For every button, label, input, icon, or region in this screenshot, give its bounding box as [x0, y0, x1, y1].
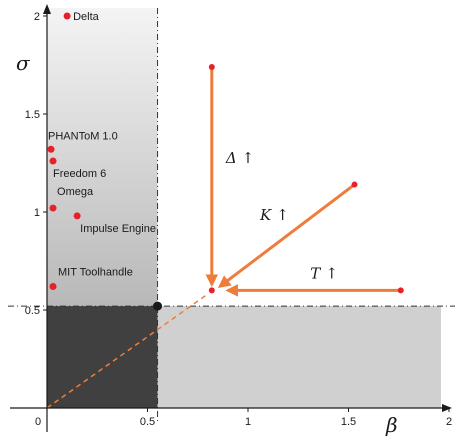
arrow-label: T ↑ — [310, 265, 338, 283]
design-point — [208, 287, 215, 294]
device-label: Freedom 6 — [53, 168, 106, 180]
arrow-start-point — [208, 63, 215, 70]
arrow-start-point — [351, 181, 358, 188]
trend-arrow — [217, 183, 356, 289]
arrow-label: K ↑ — [259, 206, 289, 224]
device-point — [49, 157, 57, 165]
device-point — [49, 204, 57, 212]
device-point — [49, 282, 57, 290]
y-tick-label: 0.5 — [25, 305, 40, 317]
device-point — [73, 212, 81, 220]
y-axis-label: σ — [16, 51, 31, 75]
y-tick-label: 1.5 — [25, 109, 40, 121]
device-label: MIT Toolhandle — [58, 266, 133, 278]
x-tick-label: 2 — [446, 416, 452, 428]
x-tick-label: 0.5 — [140, 416, 155, 428]
arrow-start-point — [397, 287, 404, 294]
x-tick-label: 1 — [245, 416, 251, 428]
y-tick-label: 1 — [34, 207, 40, 219]
left-strip-region — [47, 8, 158, 307]
bottom-strip-region — [157, 306, 441, 408]
x-axis-arrowhead — [442, 404, 452, 412]
arrow-label: Δ ↑ — [225, 149, 254, 167]
device-point — [47, 145, 55, 153]
x-axis-label: β — [385, 413, 398, 437]
dark-region — [47, 306, 158, 408]
device-point — [63, 12, 71, 20]
device-label: Impulse Engine — [80, 223, 156, 235]
device-label: Omega — [57, 186, 94, 198]
origin-diagonal-line — [46, 294, 207, 409]
x-tick-label: 1.5 — [341, 416, 356, 428]
y-tick-label: 2 — [34, 11, 40, 23]
device-label: Delta — [73, 11, 100, 23]
x-tick-label: 0 — [35, 416, 41, 428]
y-axis-arrowhead — [43, 4, 51, 14]
device-label: PHANToM 1.0 — [48, 130, 118, 142]
threshold-point — [153, 301, 163, 311]
